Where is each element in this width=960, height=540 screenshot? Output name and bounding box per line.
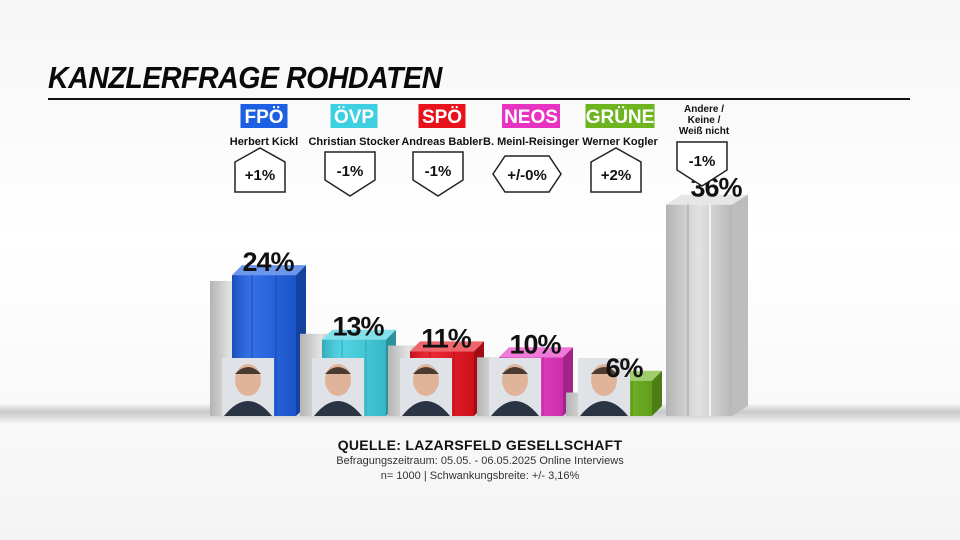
bar-top-3: [499, 347, 573, 358]
value-label-2: 11%: [421, 323, 472, 353]
candidate-name-1: Christian Stocker: [308, 136, 400, 148]
source-sample: n= 1000 | Schwankungsbreite: +/- 3,16%: [380, 470, 580, 482]
portrait-hair-0: [235, 367, 261, 374]
bar-side-5: [732, 194, 748, 416]
candidate-name-0: Herbert Kickl: [230, 136, 298, 148]
change-label-1: -1%: [337, 163, 364, 180]
change-badge-5: [676, 141, 728, 187]
source-period: Befragungszeitraum: 05.05. - 06.05.2025 …: [336, 455, 624, 467]
value-label-0: 24%: [242, 247, 294, 277]
change-badge-3: [492, 155, 562, 193]
portrait-hair-2: [413, 367, 439, 374]
candidate-name-4: Werner Kogler: [582, 136, 658, 148]
portrait-hair-3: [502, 367, 528, 374]
source-title: QUELLE: LAZARSFELD GESELLSCHAFT: [337, 437, 623, 453]
chart-title: KANZLERFRAGE ROHDATEN: [48, 60, 442, 95]
bar-top-2: [410, 341, 484, 352]
party-badge-2: [418, 104, 466, 128]
other-label-line-2: Weiß nicht: [679, 126, 730, 137]
change-label-3: +/-0%: [507, 167, 547, 184]
party-label-1: ÖVP: [334, 107, 374, 128]
value-label-4: 6%: [605, 353, 643, 383]
portrait-body-2: [402, 401, 450, 416]
party-label-2: SPÖ: [422, 107, 462, 128]
portrait-hair-1: [325, 367, 351, 374]
change-badge-0: [234, 147, 286, 193]
party-label-0: FPÖ: [244, 107, 283, 128]
party-badge-1: [330, 104, 378, 128]
change-label-2: -1%: [425, 163, 452, 180]
candidate-name-3: B. Meinl-Reisinger: [483, 136, 580, 148]
change-label-0: +1%: [245, 167, 275, 184]
portrait-body-0: [224, 401, 272, 416]
bar-top-1: [322, 329, 396, 340]
value-label-3: 10%: [509, 329, 561, 359]
party-label-3: NEOS: [504, 107, 558, 128]
change-badge-1: [324, 151, 376, 197]
portrait-body-1: [314, 401, 362, 416]
change-badge-2: [412, 151, 464, 197]
bar-5: [666, 204, 732, 416]
bar-side-4: [652, 370, 662, 416]
party-badge-4: [585, 104, 655, 128]
change-label-4: +2%: [601, 167, 631, 184]
party-badge-3: [502, 104, 560, 128]
title-rule: [48, 98, 910, 100]
party-label-4: GRÜNE: [586, 107, 655, 128]
candidate-name-2: Andreas Babler: [401, 136, 483, 148]
portrait-hair-4: [591, 367, 617, 374]
party-badge-0: [240, 104, 288, 128]
value-label-1: 13%: [332, 312, 384, 342]
portrait-body-4: [580, 401, 628, 416]
other-label-line-1: Keine /: [688, 115, 721, 126]
bar-top-5: [666, 194, 748, 205]
change-label-5: -1%: [689, 153, 716, 170]
bar-top-0: [232, 265, 306, 276]
change-badge-4: [590, 147, 642, 193]
portrait-body-3: [491, 401, 539, 416]
other-label-line-0: Andere /: [684, 104, 724, 115]
